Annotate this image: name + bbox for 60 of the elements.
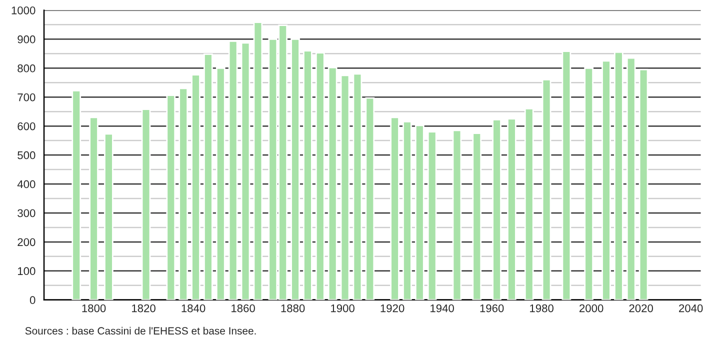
source-note: Sources : base Cassini de l'EHESS et base Insee. xyxy=(25,326,256,335)
y-tick-label: 1000 xyxy=(12,6,36,14)
bar xyxy=(352,73,362,300)
bar xyxy=(216,67,226,300)
x-tick-label: 1800 xyxy=(82,304,106,312)
y-tick-label: 700 xyxy=(18,93,36,102)
x-tick-label: 1840 xyxy=(182,304,206,312)
bar xyxy=(602,60,611,300)
y-tick-label: 300 xyxy=(18,209,36,218)
x-tick-label: 1820 xyxy=(132,304,156,312)
bar xyxy=(402,121,412,300)
x-tick-label: 2000 xyxy=(580,304,604,312)
x-tick-label: 1880 xyxy=(281,304,305,312)
bar xyxy=(614,52,624,300)
bar xyxy=(204,54,213,300)
bar xyxy=(328,66,338,300)
bar xyxy=(253,22,263,300)
x-tick-label: 1980 xyxy=(530,304,554,312)
y-tick-label: 0 xyxy=(30,296,36,304)
y-tick-label: 200 xyxy=(18,238,36,246)
bar xyxy=(240,42,250,300)
y-tick-label: 900 xyxy=(18,35,36,44)
bar xyxy=(626,57,636,300)
y-tick-label: 100 xyxy=(18,267,36,276)
bar xyxy=(104,133,114,300)
y-tick-label: 600 xyxy=(18,122,36,130)
x-tick-label: 1900 xyxy=(331,304,354,312)
x-tick-label: 2020 xyxy=(629,304,653,312)
bar xyxy=(365,97,375,300)
x-tick-label: 2040 xyxy=(679,304,703,312)
bar xyxy=(638,68,648,300)
y-tick-label: 400 xyxy=(17,180,36,188)
bar xyxy=(542,79,552,300)
bar xyxy=(141,108,151,300)
bar xyxy=(303,50,312,300)
bar xyxy=(524,108,534,300)
bar xyxy=(452,130,462,300)
bar xyxy=(228,40,238,300)
bar xyxy=(492,119,502,300)
bar xyxy=(427,131,437,300)
bar xyxy=(89,116,98,300)
bar xyxy=(166,94,176,300)
bar xyxy=(507,118,516,300)
bar xyxy=(390,116,400,300)
bar xyxy=(315,52,325,300)
x-tick-label: 1860 xyxy=(232,304,255,312)
bar xyxy=(290,38,300,300)
x-tick-label: 1960 xyxy=(480,304,504,312)
y-tick-label: 800 xyxy=(18,64,36,72)
bar xyxy=(472,132,482,300)
bar xyxy=(191,74,200,300)
bar xyxy=(340,74,350,300)
bar xyxy=(584,67,594,300)
x-tick-label: 1920 xyxy=(380,304,404,312)
y-tick-label: 500 xyxy=(18,151,36,160)
bar xyxy=(178,88,188,300)
bar xyxy=(562,50,572,300)
x-tick-label: 1940 xyxy=(430,304,454,312)
bar xyxy=(72,90,82,300)
bar xyxy=(414,124,424,300)
